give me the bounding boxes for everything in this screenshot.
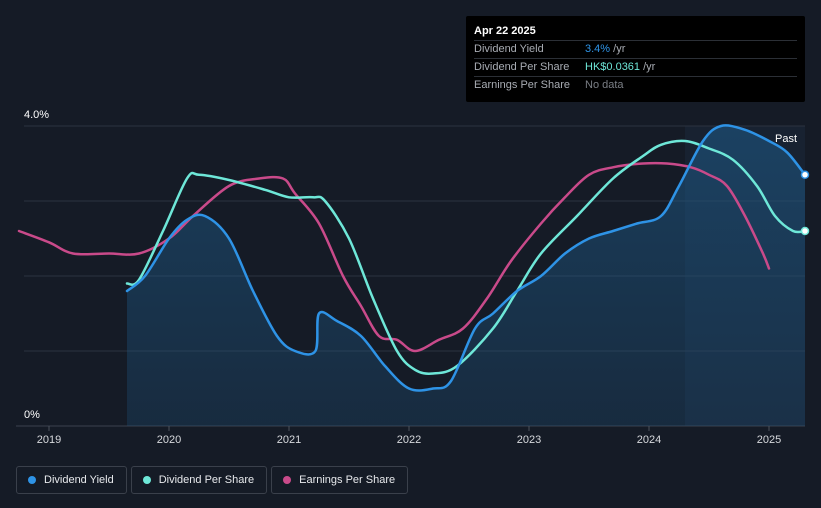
legend-label: Earnings Per Share	[299, 474, 396, 486]
tooltip-row-dividend-per-share: Dividend Per Share HK$0.0361 /yr	[474, 58, 797, 76]
tooltip-value-number: 3.4%	[585, 43, 611, 55]
legend-item-earnings-per-share[interactable]: Earnings Per Share	[271, 466, 409, 494]
tooltip-value: HK$0.0361 /yr	[585, 59, 655, 76]
dot-icon	[142, 476, 151, 484]
x-tick-label: 2019	[37, 434, 61, 446]
tooltip-unit: /yr	[640, 61, 656, 73]
legend-label: Dividend Per Share	[158, 474, 255, 486]
tooltip-label: Dividend Yield	[474, 43, 544, 55]
legend-label: Dividend Yield	[44, 474, 114, 486]
x-axis: 2019 2020 2021 2022 2023 2024 2025	[37, 426, 781, 446]
dot-icon	[28, 476, 36, 484]
tooltip-label: Dividend Per Share	[474, 61, 570, 73]
x-tick-label: 2022	[397, 434, 421, 446]
x-tick-label: 2023	[517, 434, 541, 446]
tooltip-value: 3.4% /yr	[585, 41, 625, 58]
series-layer	[17, 124, 810, 426]
legend: Dividend Yield Dividend Per Share Earnin…	[16, 466, 412, 494]
dividend-yield-line	[125, 124, 807, 392]
tooltip-value-number: No data	[585, 79, 624, 91]
legend-item-dividend-yield[interactable]: Dividend Yield	[16, 466, 127, 494]
dividend-per-share-end-point	[800, 226, 810, 236]
past-label: Past	[775, 133, 797, 145]
tooltip-value: No data	[585, 77, 624, 94]
tooltip-row-dividend-yield: Dividend Yield 3.4% /yr	[474, 40, 797, 58]
dividend-yield-end-point	[800, 170, 810, 179]
tooltip-row-earnings-per-share: Earnings Per Share No data	[474, 76, 797, 94]
x-tick-label: 2024	[637, 434, 661, 446]
tooltip-unit: /yr	[610, 43, 626, 55]
x-tick-label: 2021	[277, 434, 301, 446]
tooltip-panel: Apr 22 2025 Dividend Yield 3.4% /yr Divi…	[466, 16, 805, 102]
y-tick-top: 4.0%	[24, 109, 49, 121]
dot-icon	[283, 476, 292, 484]
tooltip-label: Earnings Per Share	[474, 79, 570, 91]
tooltip-date: Apr 22 2025	[474, 25, 536, 37]
x-tick-label: 2020	[157, 434, 181, 446]
earnings-per-share-line	[17, 161, 771, 353]
dividend-yield-area	[127, 125, 805, 426]
legend-item-dividend-per-share[interactable]: Dividend Per Share	[130, 466, 268, 494]
y-tick-bottom: 0%	[24, 409, 40, 421]
x-tick-label: 2025	[757, 434, 781, 446]
dividend-per-share-line	[125, 139, 807, 375]
tooltip-value-number: HK$0.0361	[585, 61, 641, 73]
